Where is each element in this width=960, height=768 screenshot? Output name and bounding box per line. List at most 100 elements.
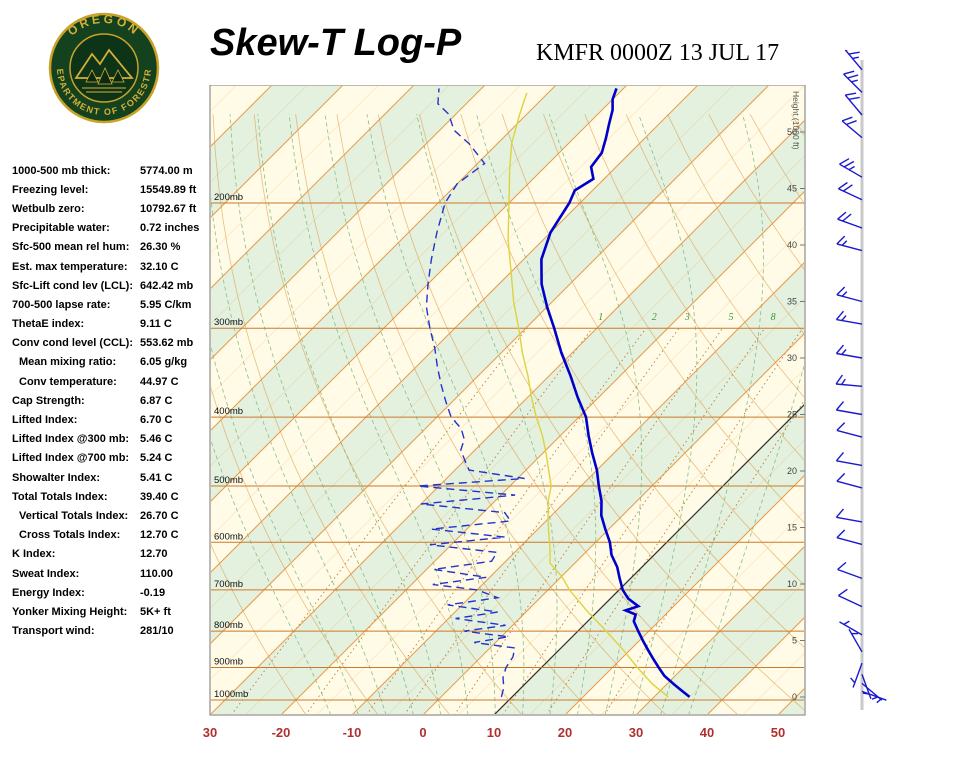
stat-row: Lifted Index: 6.70 C <box>12 410 212 429</box>
svg-text:700mb: 700mb <box>214 579 243 590</box>
wind-barb <box>839 158 863 178</box>
wind-barb <box>839 620 863 636</box>
stat-row: Sfc-Lift cond lev (LCL): 642.42 mb <box>12 276 212 295</box>
stat-label: Est. max temperature: <box>12 260 128 273</box>
stat-row: Transport wind: 281/10 <box>12 622 212 641</box>
logo-tree <box>85 67 125 85</box>
reference-isotherm-line <box>494 404 804 714</box>
stat-row: Cap Strength: 6.87 C <box>12 391 212 410</box>
stat-row: 700-500 lapse rate: 5.95 C/km <box>12 295 212 314</box>
stat-value: 10792.67 ft <box>140 202 197 215</box>
wind-barb <box>836 529 863 546</box>
wind-barb <box>835 451 863 467</box>
stat-row: Conv temperature: 44.97 C <box>12 372 212 391</box>
svg-text:1000mb: 1000mb <box>214 689 248 700</box>
stat-row: Freezing level: 15549.89 ft <box>12 180 212 199</box>
stat-label: Sfc-500 mean rel hum: <box>12 241 130 254</box>
dewpoint-trace <box>417 88 525 698</box>
svg-text:45: 45 <box>787 184 797 194</box>
stat-label: Mean mixing ratio: <box>19 356 117 369</box>
svg-text:-10: -10 <box>343 725 362 740</box>
svg-text:5: 5 <box>728 312 733 323</box>
parcel-trace <box>507 92 669 698</box>
wind-barb <box>837 181 863 201</box>
svg-text:10: 10 <box>787 579 797 589</box>
wind-barb <box>835 374 863 387</box>
stat-value: 6.87 C <box>140 394 173 407</box>
stat-value: 5774.00 m <box>140 164 193 177</box>
svg-text:40: 40 <box>700 725 714 740</box>
svg-text:30: 30 <box>787 353 797 363</box>
svg-text:800mb: 800mb <box>214 620 243 631</box>
pressure-grid <box>211 202 804 701</box>
temp-axis-labels: 30 -20 -10 0 10 20 30 40 50 <box>203 725 785 740</box>
page-title: Skew-T Log-P <box>210 22 462 64</box>
svg-text:40: 40 <box>787 240 797 250</box>
svg-text:15: 15 <box>787 523 797 533</box>
svg-text:25: 25 <box>787 410 797 420</box>
stat-row: Sfc-500 mean rel hum: 26.30 % <box>12 238 212 257</box>
wind-barb <box>837 588 863 608</box>
svg-text:0: 0 <box>792 692 797 702</box>
wind-barb <box>836 286 863 303</box>
stat-label: Wetbulb zero: <box>12 202 85 215</box>
wind-barb-column <box>835 50 887 710</box>
wind-barb <box>836 472 863 489</box>
svg-text:50: 50 <box>771 725 785 740</box>
stat-value: 0.72 inches <box>140 222 200 235</box>
stat-value: 5.24 C <box>140 452 173 465</box>
svg-text:8: 8 <box>771 312 776 323</box>
stat-value: 9.11 C <box>140 318 172 331</box>
mixing-ratio-lines <box>231 327 804 714</box>
svg-text:5: 5 <box>792 636 797 646</box>
stat-label: Sfc-Lift cond lev (LCL): <box>12 279 133 292</box>
stat-row: Precipitable water: 0.72 inches <box>12 219 212 238</box>
wind-barb <box>835 508 863 523</box>
stat-value: 281/10 <box>140 625 174 638</box>
svg-text:300mb: 300mb <box>214 317 243 328</box>
stat-value: 6.70 C <box>140 414 173 427</box>
svg-text:50: 50 <box>787 127 797 137</box>
stat-value: 5.46 C <box>140 433 173 446</box>
temperature-trace <box>540 87 691 698</box>
wind-barb <box>835 344 863 359</box>
stats-panel: 1000-500 mb thick: 5774.00 m Freezing leve… <box>12 161 212 641</box>
stat-label: Lifted Index @700 mb: <box>12 452 130 465</box>
wind-barb <box>848 628 863 653</box>
stat-value: 26.70 C <box>140 509 179 522</box>
stat-row: Showalter Index: 5.41 C <box>12 468 212 487</box>
stat-value: 12.70 C <box>140 529 179 542</box>
stat-row: Lifted Index @700 mb: 5.24 C <box>12 449 212 468</box>
stat-value: 5K+ ft <box>140 605 171 618</box>
wind-barb <box>837 561 863 580</box>
stat-row: Wetbulb zero: 10792.67 ft <box>12 199 212 218</box>
svg-text:400mb: 400mb <box>214 406 243 417</box>
stat-value: 642.42 mb <box>140 279 194 292</box>
chart-frame <box>209 85 806 716</box>
wind-barb <box>861 690 887 704</box>
wind-barb <box>844 50 863 71</box>
stat-label: Transport wind: <box>12 625 95 638</box>
wind-barb <box>835 401 863 416</box>
stat-row: Sweat Index: 110.00 <box>12 564 212 583</box>
stat-row: Mean mixing ratio: 6.05 g/kg <box>12 353 212 372</box>
stat-row: Cross Totals Index: 12.70 C <box>12 526 212 545</box>
stat-label: K Index: <box>12 548 56 561</box>
stat-row: K Index: 12.70 <box>12 545 212 564</box>
svg-text:-20: -20 <box>272 725 291 740</box>
wind-barb <box>836 422 863 438</box>
stat-value: 26.30 % <box>140 241 181 254</box>
stat-label: Total Totals Index: <box>12 490 108 503</box>
svg-text:2: 2 <box>652 312 657 323</box>
stat-label: Cap Strength: <box>12 394 85 407</box>
stat-row: Total Totals Index: 39.40 C <box>12 487 212 506</box>
stat-label: Sweat Index: <box>12 567 80 580</box>
stat-row: 1000-500 mb thick: 5774.00 m <box>12 161 212 180</box>
stat-row: Vertical Totals Index: 26.70 C <box>12 506 212 525</box>
stat-row: Energy Index: -0.19 <box>12 583 212 602</box>
stat-row: Conv cond level (CCL): 553.62 mb <box>12 334 212 353</box>
svg-text:35: 35 <box>787 297 797 307</box>
wind-barb <box>841 116 863 139</box>
svg-text:20: 20 <box>787 466 797 476</box>
